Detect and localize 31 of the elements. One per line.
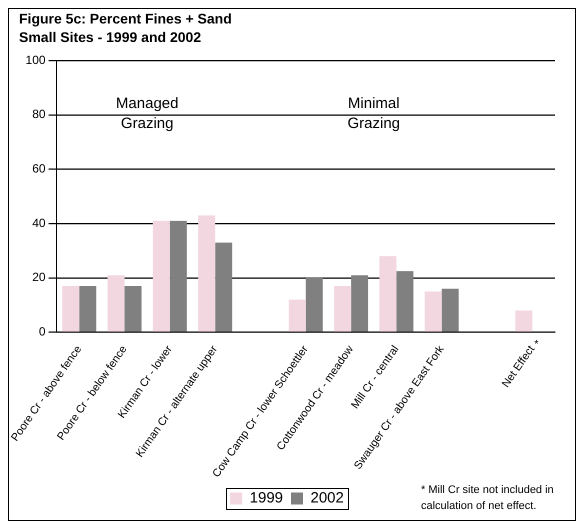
bar xyxy=(62,286,80,332)
bar xyxy=(170,220,187,332)
chart-title: Figure 5c: Percent Fines + Sand xyxy=(19,10,232,26)
bar xyxy=(198,215,216,332)
bar xyxy=(396,271,414,332)
y-tick-label: 60 xyxy=(32,162,46,176)
y-tick-label: 20 xyxy=(32,270,46,284)
bar xyxy=(152,220,170,332)
chart-subtitle: Small Sites - 1999 and 2002 xyxy=(19,29,202,46)
y-tick-label: 80 xyxy=(32,107,46,122)
y-tick-label: 0 xyxy=(38,324,46,339)
bar xyxy=(424,291,442,332)
bar xyxy=(288,300,306,332)
annotation: Managed Grazing xyxy=(116,95,178,132)
legend-label: 1999 xyxy=(250,490,284,507)
bar xyxy=(215,242,232,332)
bar xyxy=(334,286,352,332)
text: * Mill Cr site not included in calculation of net effect. xyxy=(421,484,554,512)
text: * xyxy=(534,338,540,350)
bar xyxy=(442,288,459,332)
bar xyxy=(124,286,142,332)
bar xyxy=(306,278,323,332)
y-tick-label: 40 xyxy=(32,216,46,230)
legend-label: 2002 xyxy=(310,490,344,507)
y-tick-label: 100 xyxy=(26,52,46,67)
bar xyxy=(515,310,532,332)
bar xyxy=(108,275,125,332)
bar xyxy=(379,256,396,332)
bar xyxy=(79,286,96,332)
bar xyxy=(351,275,368,332)
annotation: Minimal Grazing xyxy=(347,95,400,132)
